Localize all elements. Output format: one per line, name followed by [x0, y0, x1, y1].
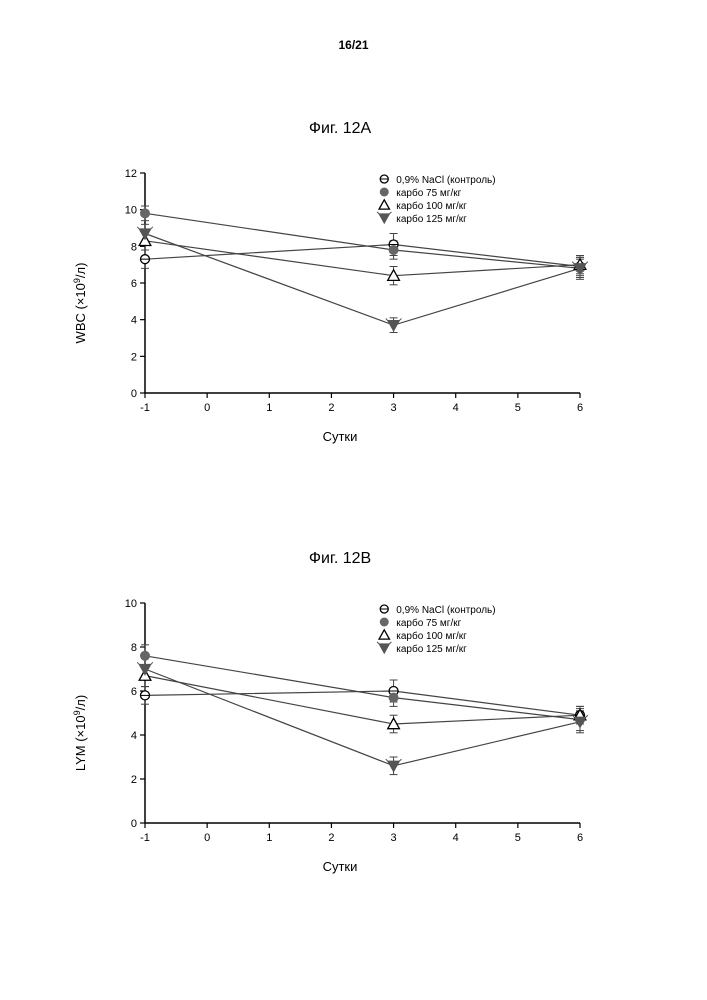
svg-text:5: 5: [515, 402, 521, 414]
svg-text:6: 6: [577, 402, 583, 414]
figure-12a: Фиг. 12А WBC (×109/л) 024681012-10123456…: [90, 120, 590, 443]
chart-b-wrap: LYM (×109/л) 0246810-101234560,9% NaCl (…: [90, 593, 590, 873]
svg-text:-1: -1: [140, 402, 150, 414]
svg-text:1: 1: [266, 832, 272, 844]
svg-text:2: 2: [131, 351, 137, 363]
chart-b-ylabel-exp: 9: [72, 710, 82, 715]
svg-text:4: 4: [131, 315, 137, 327]
svg-text:4: 4: [131, 730, 137, 742]
svg-text:6: 6: [131, 686, 137, 698]
chart-a-ylabel: WBC (×109/л): [72, 263, 88, 344]
figure-12a-title: Фиг. 12А: [90, 120, 590, 138]
chart-b-ylabel: LYM (×109/л): [72, 695, 88, 771]
chart-a-ylabel-prefix: (×10: [73, 283, 88, 313]
chart-a-xlabel: Сутки: [90, 429, 590, 444]
svg-text:2: 2: [328, 402, 334, 414]
svg-text:8: 8: [131, 642, 137, 654]
chart-a-ylabel-exp: 9: [72, 278, 82, 283]
svg-text:0: 0: [204, 832, 210, 844]
svg-text:0: 0: [131, 388, 137, 400]
svg-text:0,9% NaCl (контроль): 0,9% NaCl (контроль): [396, 175, 495, 186]
svg-text:0,9% NaCl (контроль): 0,9% NaCl (контроль): [396, 605, 495, 616]
chart-b-xlabel: Сутки: [90, 859, 590, 874]
svg-text:3: 3: [391, 832, 397, 844]
chart-b-ylabel-prefix: (×10: [73, 715, 88, 745]
svg-text:карбо 100 мг/кг: карбо 100 мг/кг: [396, 630, 467, 642]
chart-b-svg: 0246810-101234560,9% NaCl (контроль)карб…: [90, 593, 590, 853]
svg-text:3: 3: [391, 402, 397, 414]
svg-text:1: 1: [266, 402, 272, 414]
svg-text:-1: -1: [140, 832, 150, 844]
svg-text:10: 10: [125, 205, 137, 217]
svg-text:карбо 125 мг/кг: карбо 125 мг/кг: [396, 643, 467, 655]
svg-text:10: 10: [125, 598, 137, 610]
svg-text:карбо 125 мг/кг: карбо 125 мг/кг: [396, 213, 467, 225]
page-number: 16/21: [0, 38, 707, 52]
figure-12b-title: Фиг. 12В: [90, 550, 590, 568]
svg-text:0: 0: [131, 818, 137, 830]
chart-a-svg: 024681012-101234560,9% NaCl (контроль)ка…: [90, 163, 590, 423]
svg-text:4: 4: [453, 832, 459, 844]
page: 16/21 Фиг. 12А WBC (×109/л) 024681012-10…: [0, 0, 707, 1000]
svg-text:карбо 75 мг/кг: карбо 75 мг/кг: [396, 617, 461, 629]
svg-text:2: 2: [131, 774, 137, 786]
chart-a-ylabel-main: WBC: [73, 313, 88, 343]
svg-text:12: 12: [125, 168, 137, 180]
svg-text:6: 6: [131, 278, 137, 290]
svg-text:2: 2: [328, 832, 334, 844]
chart-b-ylabel-suffix: /л): [73, 695, 88, 711]
svg-text:карбо 100 мг/кг: карбо 100 мг/кг: [396, 200, 467, 212]
svg-text:6: 6: [577, 832, 583, 844]
svg-text:5: 5: [515, 832, 521, 844]
chart-a-wrap: WBC (×109/л) 024681012-101234560,9% NaCl…: [90, 163, 590, 443]
svg-text:8: 8: [131, 241, 137, 253]
svg-text:4: 4: [453, 402, 459, 414]
chart-a-ylabel-suffix: /л): [73, 263, 88, 279]
svg-text:0: 0: [204, 402, 210, 414]
figure-12b: Фиг. 12В LYM (×109/л) 0246810-101234560,…: [90, 550, 590, 873]
svg-text:карбо 75 мг/кг: карбо 75 мг/кг: [396, 187, 461, 199]
chart-b-ylabel-main: LYM: [73, 745, 88, 771]
